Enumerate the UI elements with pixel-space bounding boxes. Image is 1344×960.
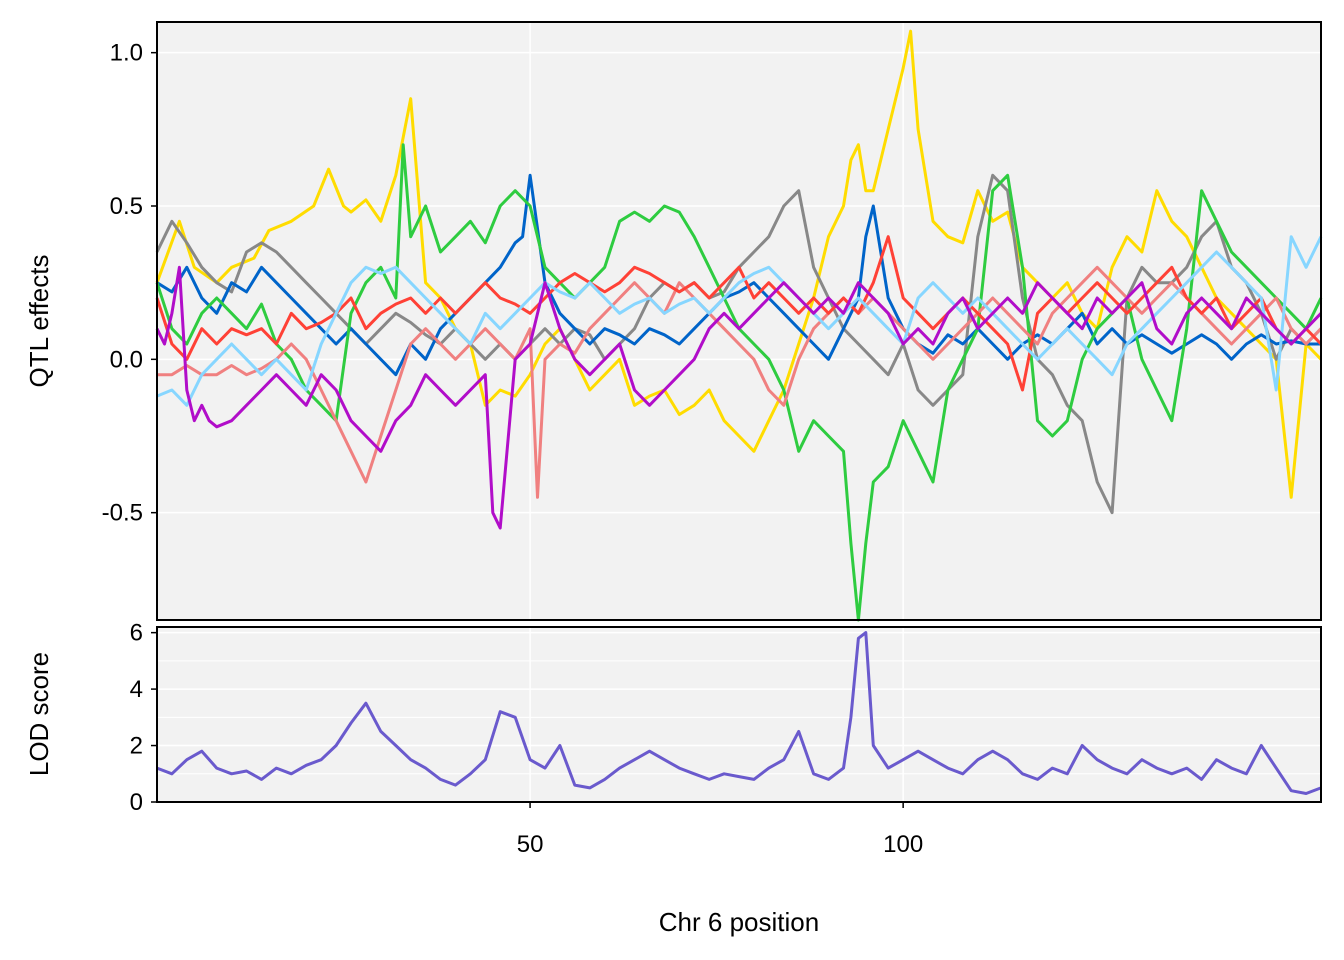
- lod-y-axis-title: LOD score: [24, 652, 54, 776]
- x-ticks: 50 100: [517, 802, 923, 858]
- effects-y-tick-label: 0.0: [110, 346, 143, 373]
- effects-series-line-2: [156, 173, 1321, 377]
- lod-series: [156, 631, 1322, 795]
- x-tick-label: 50: [517, 831, 544, 858]
- effects-y-tick-label: -0.5: [102, 500, 143, 527]
- effects-series-line-6: [156, 235, 1323, 407]
- effects-y-axis-title: QTL effects: [24, 255, 54, 388]
- x-axis-title: Chr 6 position: [659, 907, 819, 937]
- effects-gridlines: [157, 22, 1321, 620]
- lod-y-tick-label: 2: [130, 733, 143, 760]
- effects-series-line-0: [155, 29, 1323, 499]
- effects-panel-border: [156, 21, 1322, 621]
- lod-y-ticks: 0 2 4 6: [130, 620, 157, 816]
- effects-y-tick-label: 0.5: [110, 193, 143, 220]
- effects-series-line-5: [155, 235, 1323, 392]
- lod-y-tick-label: 4: [130, 676, 143, 703]
- lod-y-tick-label: 0: [130, 789, 143, 816]
- effects-series: [155, 29, 1323, 622]
- lod-series-line-0: [156, 631, 1322, 795]
- effects-series-line-4: [157, 265, 1323, 499]
- lod-panel: 0 2 4 6 LOD score: [24, 620, 1322, 816]
- effects-y-ticks: -0.5 0.0 0.5 1.0: [102, 40, 157, 527]
- effects-series-line-7: [155, 265, 1323, 530]
- effects-y-tick-label: 1.0: [110, 40, 143, 67]
- effects-panel: -0.5 0.0 0.5 1.0 QTL effects: [24, 21, 1323, 622]
- lod-panel-border: [156, 626, 1322, 803]
- lod-y-tick-label: 6: [130, 620, 143, 647]
- x-tick-label: 100: [883, 831, 923, 858]
